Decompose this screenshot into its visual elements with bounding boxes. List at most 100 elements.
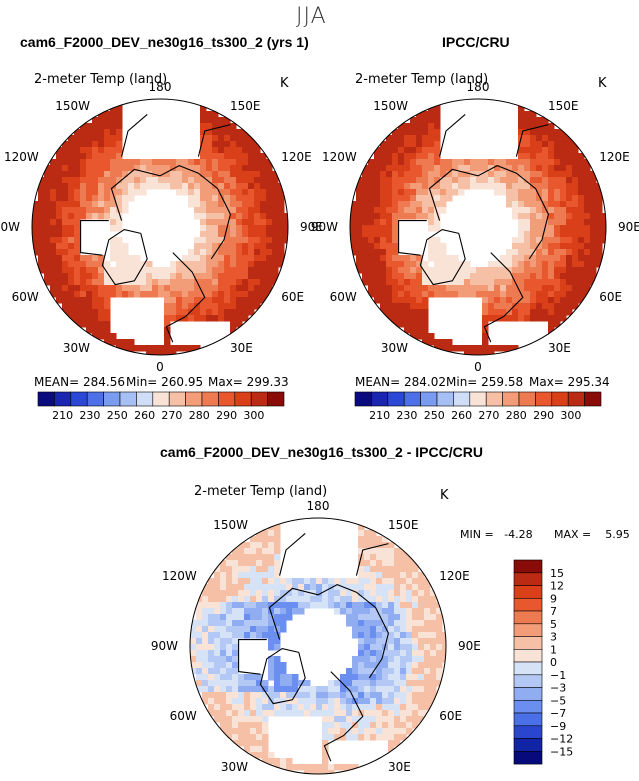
- grid-cell: [170, 279, 177, 286]
- grid-cell: [196, 614, 203, 621]
- grid-cell: [382, 686, 389, 693]
- grid-cell: [596, 219, 603, 226]
- grid-cell: [358, 698, 365, 705]
- grid-cell: [376, 548, 383, 555]
- grid-cell: [352, 590, 359, 597]
- grid-cell: [214, 608, 221, 615]
- grid-cell: [80, 141, 87, 148]
- grid-cell: [590, 177, 597, 184]
- grid-cell: [250, 554, 257, 561]
- grid-cell: [164, 339, 171, 346]
- grid-cell: [542, 183, 549, 190]
- grid-cell: [560, 195, 567, 202]
- grid-cell: [268, 530, 275, 537]
- grid-cell: [214, 572, 221, 579]
- grid-cell: [220, 674, 227, 681]
- colorbar-tick-label: 280: [189, 409, 210, 422]
- coastlines: [398, 113, 549, 343]
- grid-cell: [602, 231, 606, 238]
- grid-cell: [322, 764, 329, 771]
- grid-cell: [392, 249, 399, 256]
- grid-cell: [416, 327, 423, 334]
- grid-cell: [194, 165, 201, 172]
- grid-cell: [206, 159, 213, 166]
- grid-cell: [590, 183, 597, 190]
- grid-cell: [358, 548, 365, 555]
- grid-cell: [548, 249, 555, 256]
- grid-cell: [322, 698, 329, 705]
- grid-cell: [382, 716, 389, 723]
- grid-cell: [68, 153, 75, 160]
- grid-cell: [464, 279, 471, 286]
- grid-cell: [548, 159, 555, 166]
- grid-cell: [230, 165, 237, 172]
- grid-cell: [62, 213, 69, 220]
- grid-cell: [422, 309, 429, 316]
- grid-cell: [424, 692, 431, 699]
- grid-cell: [44, 273, 51, 280]
- grid-cell: [374, 237, 381, 244]
- grid-cell: [206, 189, 213, 196]
- grid-cell: [536, 243, 543, 250]
- grid-cell: [524, 165, 531, 172]
- grid-cell: [214, 590, 221, 597]
- grid-cell: [572, 291, 579, 298]
- grid-cell: [98, 207, 105, 214]
- grid-cell: [424, 608, 431, 615]
- grid-cell: [146, 285, 153, 292]
- grid-cell: [382, 620, 389, 627]
- grid-cell: [286, 686, 293, 693]
- grid-cell: [218, 195, 225, 202]
- grid-cell: [272, 183, 279, 190]
- grid-cell: [170, 177, 177, 184]
- grid-cell: [452, 267, 459, 274]
- grid-cell: [388, 746, 395, 753]
- grid-cell: [212, 147, 219, 154]
- grid-cell: [224, 153, 231, 160]
- grid-cell: [518, 249, 525, 256]
- grid-cell: [394, 680, 401, 687]
- grid-cell: [572, 207, 579, 214]
- grid-cell: [110, 273, 117, 280]
- grid-cell: [524, 177, 531, 184]
- grid-cell: [110, 219, 117, 226]
- grid-cell: [316, 686, 323, 693]
- grid-cell: [220, 728, 227, 735]
- grid-cell: [368, 213, 375, 220]
- grid-cell: [248, 165, 255, 172]
- grid-cell: [278, 219, 285, 226]
- grid-cell: [266, 219, 273, 226]
- grid-cell: [482, 267, 489, 274]
- grid-cell: [140, 345, 147, 352]
- grid-cell: [80, 201, 87, 208]
- grid-cell: [170, 285, 177, 292]
- grid-cell: [536, 147, 543, 154]
- grid-cell: [250, 548, 257, 555]
- grid-cell: [134, 183, 141, 190]
- grid-cell: [362, 195, 369, 202]
- grid-cell: [190, 656, 197, 663]
- grid-cell: [328, 680, 335, 687]
- grid-cell: [104, 207, 111, 214]
- grid-cell: [200, 165, 207, 172]
- grid-cell: [430, 632, 437, 639]
- grid-cell: [56, 291, 63, 298]
- grid-cell: [398, 189, 405, 196]
- grid-cell: [596, 237, 603, 244]
- grid-cell: [370, 530, 377, 537]
- grid-cell: [392, 183, 399, 190]
- grid-cell: [500, 255, 507, 262]
- grid-cell: [430, 602, 437, 609]
- grid-cell: [566, 255, 573, 262]
- grid-cell: [56, 273, 63, 280]
- grid-cell: [370, 536, 377, 543]
- panel-2-field-label: 2-meter Temp (land): [355, 72, 489, 87]
- grid-cell: [310, 686, 317, 693]
- grid-cell: [226, 686, 233, 693]
- grid-cell: [452, 165, 459, 172]
- grid-cell: [422, 213, 429, 220]
- grid-cell: [152, 267, 159, 274]
- grid-cell: [98, 273, 105, 280]
- grid-cell: [128, 171, 135, 178]
- grid-cell: [464, 267, 471, 274]
